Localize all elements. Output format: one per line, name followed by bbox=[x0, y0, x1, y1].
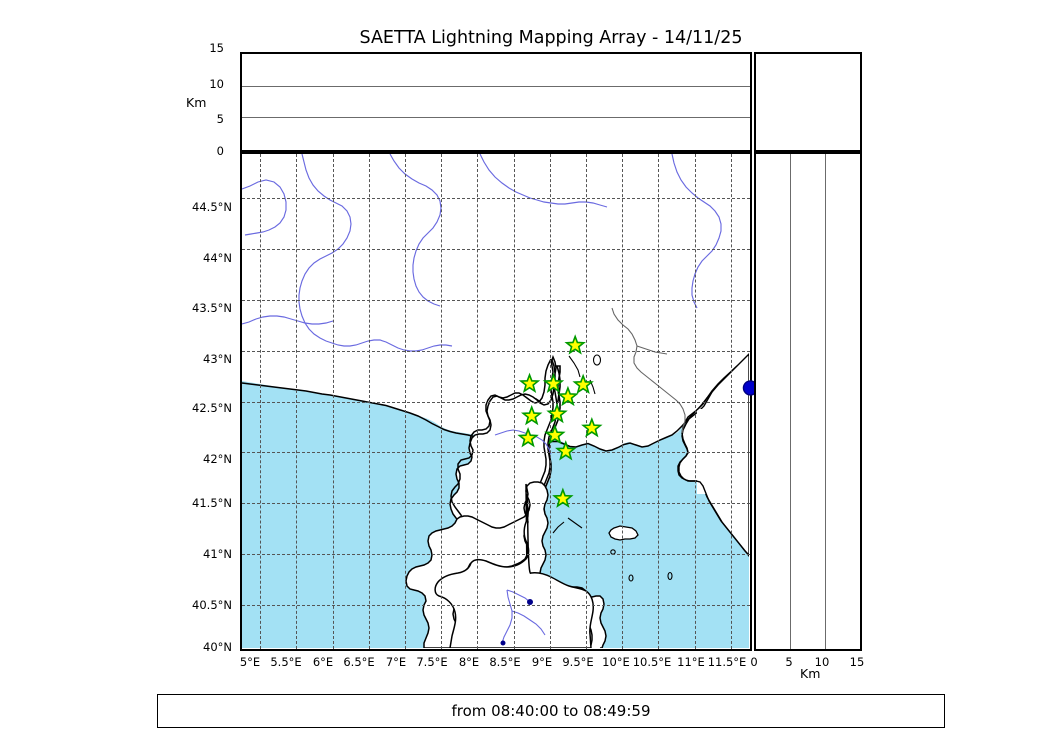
gridline-lon-8 bbox=[477, 154, 479, 649]
lat-tick-42: 42°N bbox=[203, 452, 232, 466]
lat-tick-43: 43°N bbox=[203, 352, 232, 366]
page-title: SAETTA Lightning Mapping Array - 14/11/2… bbox=[359, 28, 743, 48]
lon-tick-5.5: 5.5°E bbox=[270, 655, 302, 669]
time-range-caption: from 08:40:00 to 08:49:59 bbox=[157, 694, 945, 728]
lat-tick-43.5: 43.5°N bbox=[192, 301, 232, 315]
lat-tick-40: 40°N bbox=[203, 640, 232, 654]
alt-xtick-5: 5 bbox=[785, 655, 793, 669]
gridline-lon-6.5 bbox=[368, 154, 370, 649]
lat-tick-42.5: 42.5°N bbox=[192, 401, 232, 415]
alt-x-axis-label: Km bbox=[800, 666, 821, 681]
map-panel[interactable] bbox=[240, 152, 759, 651]
alt-xtick-10: 10 bbox=[814, 655, 830, 669]
station-marker-layer bbox=[517, 334, 603, 508]
gridline-lon-10.5 bbox=[658, 154, 660, 649]
gridline-lat-42 bbox=[242, 452, 750, 454]
lon-tick-8.5: 8.5°E bbox=[489, 655, 521, 669]
lat-tick-40.5: 40.5°N bbox=[192, 598, 232, 612]
gridline-lat-44 bbox=[242, 248, 750, 250]
gridline-lat-44.5 bbox=[242, 197, 750, 199]
station-marker bbox=[518, 372, 541, 393]
lon-tick-7.5: 7.5°E bbox=[416, 655, 448, 669]
gridline-lon-10 bbox=[622, 154, 624, 649]
gridline-lat-41 bbox=[242, 554, 750, 556]
station-marker bbox=[557, 385, 579, 407]
gridline-lon-6 bbox=[332, 154, 334, 649]
gridline-lat-43.5 bbox=[242, 299, 750, 301]
station-marker bbox=[572, 373, 594, 394]
station-marker bbox=[546, 402, 568, 424]
gridline-lon-7 bbox=[404, 154, 406, 649]
station-marker bbox=[544, 424, 566, 445]
lat-tick-44: 44°N bbox=[203, 251, 232, 265]
station-marker bbox=[564, 334, 586, 355]
gridline-lat-43 bbox=[242, 350, 750, 352]
gridline-lon-8.5 bbox=[513, 154, 515, 649]
alt-ytick-10: 10 bbox=[209, 77, 224, 91]
gridline-lat-42.5 bbox=[242, 401, 750, 403]
station-marker bbox=[542, 372, 565, 393]
gridline-lon-5 bbox=[260, 154, 262, 649]
alt-xtick-0: 0 bbox=[750, 655, 758, 669]
altitude-vs-longitude-panel bbox=[240, 52, 752, 152]
source-marker-layer bbox=[742, 380, 759, 396]
alt-ytick-5: 5 bbox=[216, 112, 224, 126]
station-marker bbox=[555, 440, 577, 461]
lon-tick-9.5: 9.5°E bbox=[562, 655, 594, 669]
lon-tick-6.5: 6.5°E bbox=[343, 655, 375, 669]
lat-tick-41.5: 41.5°N bbox=[192, 496, 232, 510]
gridline-lat-41.5 bbox=[242, 503, 750, 505]
gridline-lon-9.5 bbox=[585, 154, 587, 649]
lat-tick-41: 41°N bbox=[203, 547, 232, 561]
gridline-lon-5.5 bbox=[296, 154, 298, 649]
station-marker bbox=[517, 427, 539, 448]
gridline-lon-7.5 bbox=[441, 154, 443, 649]
alt-xtick-15: 15 bbox=[849, 655, 865, 669]
lon-tick-7: 7°E bbox=[385, 655, 407, 669]
station-marker bbox=[581, 416, 603, 438]
station-marker bbox=[520, 404, 543, 426]
lon-tick-11.5: 11.5°E bbox=[707, 655, 747, 669]
lon-tick-10.5: 10.5°E bbox=[632, 655, 672, 669]
alt-ytick-15: 15 bbox=[209, 41, 224, 55]
lon-tick-9: 9°E bbox=[531, 655, 553, 669]
gridline-lon-11 bbox=[694, 154, 696, 649]
lon-tick-6: 6°E bbox=[312, 655, 334, 669]
lon-tick-11: 11°E bbox=[677, 655, 705, 669]
lon-tick-10: 10°E bbox=[602, 655, 630, 669]
gridline-lon-9 bbox=[549, 154, 551, 649]
alt-y-axis-label: Km bbox=[186, 95, 207, 110]
altitude-corner-panel bbox=[754, 52, 862, 152]
time-range-text: from 08:40:00 to 08:49:59 bbox=[451, 702, 651, 720]
station-marker bbox=[552, 487, 574, 508]
alt-ytick-0: 0 bbox=[216, 144, 224, 158]
gridline-lon-11.5 bbox=[730, 154, 732, 649]
lon-tick-5: 5°E bbox=[239, 655, 261, 669]
gridline-lat-40.5 bbox=[242, 605, 750, 607]
altitude-vs-latitude-panel bbox=[754, 152, 862, 651]
lon-tick-8: 8°E bbox=[458, 655, 480, 669]
lat-tick-44.5: 44.5°N bbox=[192, 200, 232, 214]
